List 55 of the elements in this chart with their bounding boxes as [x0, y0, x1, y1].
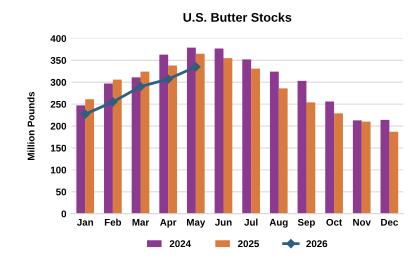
y-tick-label: 400 [50, 35, 66, 42]
bar [214, 48, 224, 214]
bar [362, 122, 371, 214]
legend-label: 2024 [170, 240, 191, 248]
bar [76, 105, 86, 214]
point [108, 97, 118, 107]
x-tick-label: Dec [381, 218, 398, 226]
y-tick-label: 350 [50, 57, 66, 64]
x-tick-label: Aug [270, 218, 288, 228]
point [136, 82, 146, 92]
x-tick-label: Sep [298, 218, 315, 228]
x-tick-label: Apr [160, 218, 176, 228]
x-tick-label: May [187, 218, 206, 228]
point [191, 62, 200, 72]
x-tick-label: Jan [76, 218, 93, 226]
x-tick-label: Oct [326, 218, 342, 226]
bar [270, 72, 279, 214]
y-tick-label: 200 [50, 122, 66, 130]
x-tick-label: Jun [214, 218, 232, 226]
bar [389, 132, 398, 214]
point [80, 110, 90, 119]
bar [168, 66, 178, 214]
y-tick-label: 0 [62, 210, 66, 218]
bar [325, 101, 334, 214]
chart-title: U.S. Butter Stocks [184, 12, 292, 22]
bar [132, 77, 141, 214]
bar [242, 59, 252, 214]
bar [104, 84, 113, 214]
bar [140, 72, 150, 214]
bar [85, 99, 94, 214]
x-tick-label: Mar [132, 218, 150, 226]
bar [186, 48, 196, 214]
bar [196, 54, 205, 214]
y-tick-label: 100 [50, 166, 66, 174]
legend-label: 2025 [238, 240, 260, 248]
bar [159, 54, 168, 214]
bar [298, 80, 306, 214]
y-tick-label: 250 [50, 100, 66, 108]
x-tick-label: Feb [104, 218, 122, 226]
x-tick-label: Jul [244, 218, 258, 226]
y-tick-label: 150 [50, 144, 66, 152]
y-tick-label: 50 [56, 188, 66, 196]
bar [251, 68, 260, 214]
bar [278, 88, 288, 214]
y-tick-label: 300 [50, 78, 66, 86]
bar [112, 80, 122, 214]
bar [306, 102, 316, 214]
bar [352, 120, 362, 214]
bar [223, 58, 232, 214]
bar [380, 120, 390, 214]
legend-label: 2026 [306, 240, 328, 248]
point [164, 74, 173, 84]
x-tick-label: Nov [353, 218, 371, 226]
bar [334, 113, 343, 214]
y-axis-title: Million Pounds [27, 92, 35, 160]
